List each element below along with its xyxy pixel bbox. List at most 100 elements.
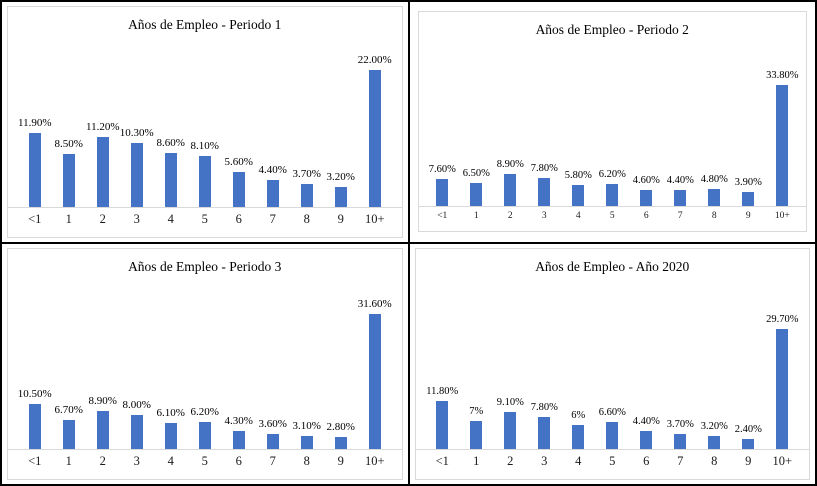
bar <box>674 434 687 449</box>
bar <box>640 189 653 206</box>
bar-value-label: 8.00% <box>122 398 151 411</box>
bar-column: 5.60% <box>222 156 256 207</box>
x-tick-label: 7 <box>269 212 276 226</box>
bar-value-label: 31.60% <box>357 297 392 310</box>
plot-area: 11.80% 7% 9.10% 7.80% 6% 6.60% 4.40% 3.70% 3.20%… <box>415 313 809 450</box>
bar <box>164 422 177 449</box>
x-tick-label: 8 <box>303 212 310 226</box>
chart-cell-periodo-1: Años de Empleo - Periodo 1 11.90% 8.50% 11… <box>2 2 408 242</box>
x-tick-label: 2 <box>507 454 514 468</box>
bar-column: 4.60% <box>629 174 663 206</box>
bar-column: 3.70% <box>663 418 697 449</box>
bar-value-label: 4.30% <box>224 414 253 427</box>
bar <box>572 185 585 206</box>
chart-title: Años de Empleo - Periodo 1 <box>128 17 282 32</box>
bar-value-label: 4.40% <box>632 416 660 428</box>
plot-area: 10.50% 6.70% 8.90% 8.00% 6.10% 6.20% 4.30% 3.60… <box>8 298 402 450</box>
x-tick-label: 4 <box>167 212 174 226</box>
x-tick-label: 4 <box>167 454 174 468</box>
x-tick-label: 10+ <box>364 212 385 226</box>
bar-column: 3.70% <box>290 168 324 207</box>
bar-column: 6.20% <box>595 168 629 206</box>
bar-column: 4.30% <box>222 415 256 449</box>
plot-whitespace <box>416 275 810 313</box>
x-tick-label: 1 <box>65 212 72 226</box>
bar <box>334 187 347 207</box>
bar <box>62 153 75 207</box>
bar <box>776 85 789 206</box>
bar <box>742 192 755 206</box>
plot-area: 11.90% 8.50% 11.20% 10.30% 8.60% 8.10% 5.60% 4.… <box>8 54 402 208</box>
bar <box>130 414 143 449</box>
bar-value-label: 7.80% <box>530 163 558 175</box>
chart-title: Años de Empleo - Año 2020 <box>535 259 690 274</box>
bar-column: 7.60% <box>425 163 459 206</box>
x-tick-label: 3 <box>541 454 548 468</box>
bar-column: 2.40% <box>731 423 765 449</box>
bar-column: 8.90% <box>493 158 527 206</box>
bar-column: 3.20% <box>697 420 731 449</box>
bar-column: 5.80% <box>561 169 595 206</box>
bar-column: 33.80% <box>765 69 799 206</box>
x-tick-label: 9 <box>745 211 751 221</box>
bar <box>96 410 109 449</box>
bar-value-label: 4.80% <box>700 173 728 185</box>
bar-column: 11.80% <box>425 385 459 449</box>
bar-column: 29.70% <box>765 313 799 449</box>
bar <box>504 174 517 206</box>
bar <box>266 433 279 449</box>
bar <box>776 328 789 449</box>
x-tick-label: 8 <box>711 454 718 468</box>
bar-value-label: 2.80% <box>326 421 355 433</box>
x-tick-label: 1 <box>65 454 72 468</box>
x-tick-label: <1 <box>28 454 42 468</box>
bar-value-label: 6.20% <box>598 168 626 180</box>
bar-value-label: 11.90% <box>17 116 52 129</box>
plot-whitespace <box>8 33 402 54</box>
bar <box>198 156 211 207</box>
bar <box>96 137 109 207</box>
bar <box>504 412 517 449</box>
bar-value-label: 3.10% <box>292 419 321 432</box>
bar-value-label: 8.10% <box>190 140 219 153</box>
x-tick-label: <1 <box>28 212 42 226</box>
x-tick-label: 5 <box>201 212 208 226</box>
x-tick-label: 6 <box>643 454 650 468</box>
x-tick-label: 5 <box>201 454 208 468</box>
bar-column: 7.80% <box>527 401 561 449</box>
bar <box>164 153 177 207</box>
bar-column: 3.20% <box>324 171 358 207</box>
bar-column: 8.50% <box>52 138 86 207</box>
bar-column: 4.80% <box>697 173 731 206</box>
x-tick-label: 8 <box>303 454 310 468</box>
bar-value-label: 6.60% <box>598 407 626 419</box>
bar-value-label: 3.90% <box>734 177 762 189</box>
bar <box>232 172 245 207</box>
bar-value-label: 3.70% <box>292 167 321 180</box>
bar-column: 11.90% <box>18 117 52 207</box>
bar-column: 3.90% <box>731 176 765 206</box>
bar-column: 6.20% <box>188 406 222 449</box>
bar-value-label: 6% <box>571 409 586 421</box>
bar <box>470 420 483 449</box>
x-axis: <1 1 2 3 4 5 6 7 8 9 10+ <box>416 450 810 479</box>
bar <box>538 417 551 449</box>
bar <box>232 430 245 449</box>
x-axis: <1 1 2 3 4 5 6 7 8 9 10+ <box>8 208 402 237</box>
x-tick-label: 2 <box>99 212 106 226</box>
bar-column: 3.10% <box>290 420 324 449</box>
x-tick-label: 6 <box>235 454 242 468</box>
x-tick-label: 6 <box>643 211 649 221</box>
bar <box>28 404 41 449</box>
bar-value-label: 4.40% <box>258 163 287 176</box>
x-tick-label: 1 <box>473 454 480 468</box>
bar-value-label: 6.70% <box>54 404 83 417</box>
bar <box>708 436 721 449</box>
x-tick-label: 7 <box>677 211 683 221</box>
x-tick-label: 8 <box>711 211 717 221</box>
bar <box>674 190 687 206</box>
bar-column: 10.50% <box>18 388 52 449</box>
x-tick-label: 7 <box>677 454 684 468</box>
bar-column: 10.30% <box>120 127 154 207</box>
